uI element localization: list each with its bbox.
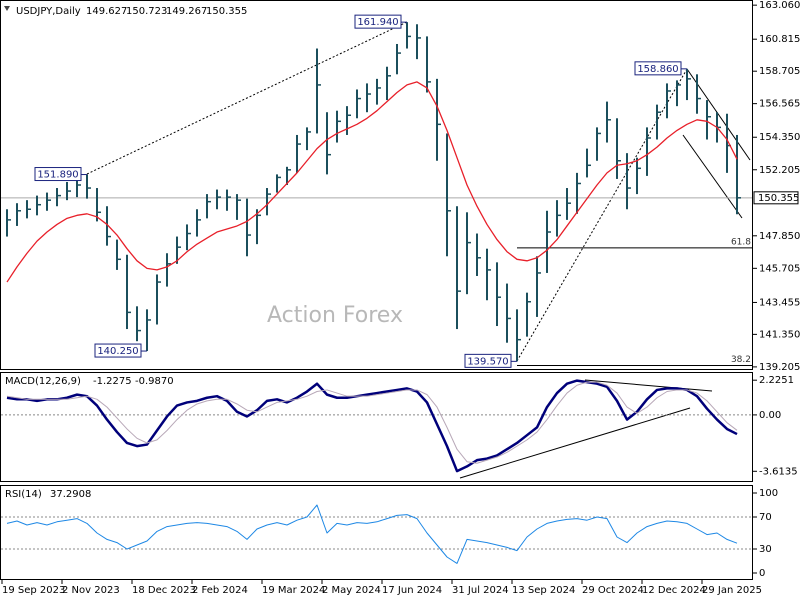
y-tick-label: 141.350 [759, 329, 800, 340]
indicator-line [6, 504, 738, 564]
y-tick-label: 145.705 [759, 263, 800, 274]
x-tick-label: 19 Sep 2023 [2, 585, 65, 596]
x-tick-label: 18 Dec 2023 [132, 585, 196, 596]
x-tick-label: 29 Jan 2025 [702, 585, 762, 596]
x-tick-label: 17 Jun 2024 [382, 585, 442, 596]
fib-label: 38.2 [731, 355, 751, 365]
watermark: Action Forex [267, 303, 403, 328]
channel-line [682, 134, 743, 219]
header-value: 150.355 [206, 6, 247, 17]
y-tick-label: 0 [759, 568, 765, 579]
y-tick-label: 143.455 [759, 297, 800, 308]
peak-label: 151.890 [37, 170, 78, 181]
indicator-line [6, 379, 738, 473]
y-tick-label: 147.850 [759, 231, 800, 242]
current-price-box [753, 191, 799, 205]
x-tick-label: 13 Sep 2024 [512, 585, 575, 596]
x-tick-label: 2 Feb 2024 [192, 585, 248, 596]
rsi-title: RSI(14) [5, 489, 42, 500]
y-tick-label: 160.815 [759, 34, 800, 45]
x-tick-label: 31 Jul 2024 [452, 585, 509, 596]
y-tick-label: 158.705 [759, 66, 800, 77]
y-tick-label: 2.2251 [759, 375, 794, 386]
y-tick-label: 156.565 [759, 99, 800, 110]
current-price-label: 150.355 [758, 193, 799, 204]
y-tick-label: 100 [759, 488, 778, 499]
rsi-value: 37.2908 [50, 489, 91, 500]
y-tick-label: -3.6135 [759, 466, 798, 477]
rsi-panel [0, 485, 753, 580]
y-tick-label: 0.00 [759, 410, 781, 421]
trend-line [584, 379, 713, 392]
y-tick-label: 163.060 [759, 0, 800, 11]
peak-label: 158.860 [637, 64, 678, 75]
indicator-line [6, 381, 738, 464]
price-panel [0, 0, 753, 370]
macd-panel [0, 372, 753, 482]
y-tick-label: 30 [759, 544, 772, 555]
x-tick-label: 2 May 2024 [322, 585, 381, 596]
trend-line [86, 21, 408, 175]
peak-label: 139.570 [467, 356, 508, 367]
y-tick-label: 154.350 [759, 132, 800, 143]
macd-title: MACD(12,26,9) [5, 376, 81, 387]
x-tick-label: 12 Dec 2024 [642, 585, 706, 596]
header-value: 150.723 [126, 6, 167, 17]
x-tick-label: 29 Oct 2024 [582, 585, 644, 596]
x-tick-label: 2 Nov 2023 [62, 585, 120, 596]
fib-label: 61.8 [731, 237, 751, 247]
symbol-title: USDJPY,Daily [16, 6, 81, 17]
header-value: 149.627 [86, 6, 127, 17]
trend-line [459, 407, 691, 479]
trend-line [516, 68, 688, 362]
indicator-line [6, 81, 738, 283]
x-tick-label: 19 Mar 2024 [262, 585, 325, 596]
header-value: 149.267 [166, 6, 207, 17]
y-tick-label: 139.205 [759, 362, 800, 373]
macd-value: -0.9870 [135, 376, 174, 387]
y-tick-label: 152.205 [759, 165, 800, 176]
menu-icon [4, 6, 10, 11]
macd-value: -1.2275 [93, 376, 132, 387]
peak-label: 140.250 [97, 346, 138, 357]
peak-label: 161.940 [357, 17, 398, 28]
y-tick-label: 70 [759, 512, 772, 523]
